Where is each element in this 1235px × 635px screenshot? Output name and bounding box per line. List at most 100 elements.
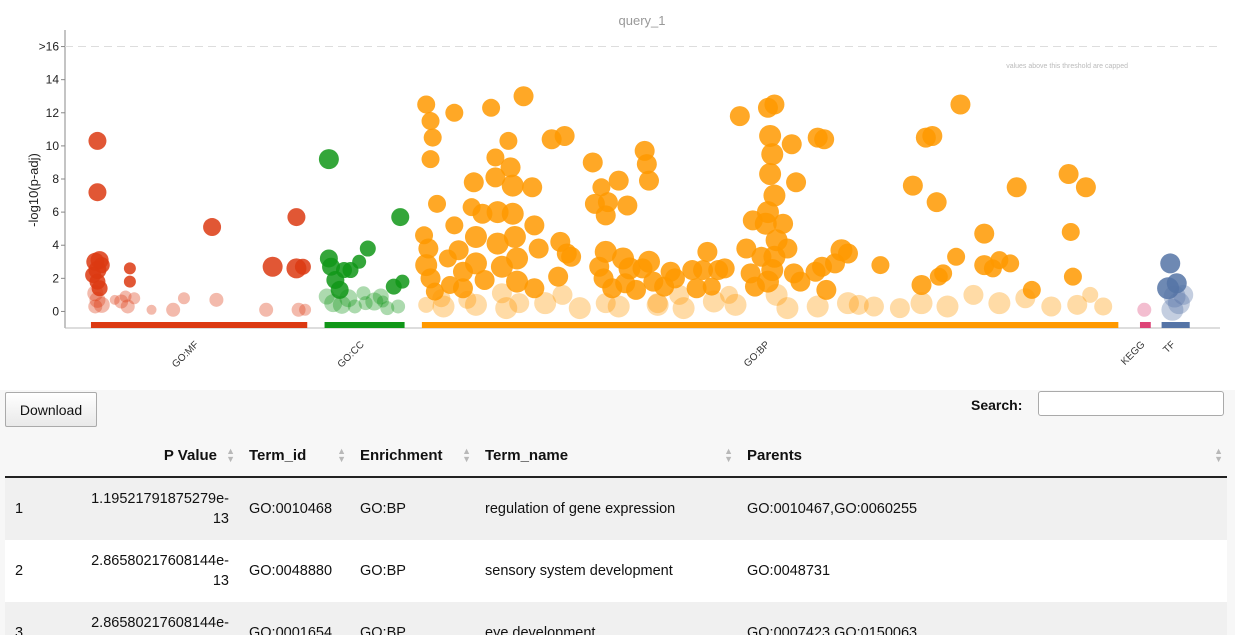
search-input[interactable] [1038,391,1224,416]
data-point [87,285,104,302]
data-point [89,291,106,308]
data-point [88,183,107,202]
data-point [936,295,959,318]
y-tick-label: 10 [46,139,60,153]
data-point [759,163,782,186]
data-point [421,112,440,131]
data-point [988,292,1011,315]
data-point [568,297,591,320]
y-tick-label: 2 [52,271,59,285]
data-point [686,278,707,299]
table-row[interactable]: 1 1.19521791875279e- 13 GO:0010468 GO:BP … [5,477,1227,540]
header-term-name[interactable]: Term_name ▲ ▼ [475,434,737,478]
header-term-id[interactable]: Term_id ▲ ▼ [239,434,350,478]
data-point [926,192,947,213]
download-button[interactable]: Download [5,392,97,427]
data-point [1067,294,1088,315]
data-point [950,94,971,115]
cell-enrichment: GO:BP [350,602,475,635]
data-point [499,131,518,150]
data-point [166,302,181,317]
data-point [669,284,690,305]
data-point [554,125,575,146]
data-point [445,216,464,235]
sort-icon: ▲ ▼ [724,446,733,464]
data-point [421,150,440,169]
pvalue-part: 1.19521791875279e- [91,491,229,507]
header-enrichment[interactable]: Enrichment ▲ ▼ [350,434,475,478]
results-table-container: P Value ▲ ▼ Term_id ▲ ▼ Enrichment ▲ ▼ Term_na… [5,434,1227,635]
data-point [522,177,543,198]
data-point [463,172,484,193]
source-band [1139,322,1151,328]
data-point [814,129,835,150]
data-point [524,215,545,236]
data-point [123,262,136,275]
header-parents[interactable]: Parents ▲ ▼ [737,434,1227,478]
source-band [90,322,308,328]
data-point [119,290,132,303]
y-tick-label: 6 [52,205,59,219]
cell-parents: GO:0007423,GO:0150063 [737,602,1227,635]
data-point [299,303,312,316]
data-point [672,297,695,320]
cell-term-name: sensory system development [475,540,737,602]
data-point [1160,253,1181,274]
cell-pvalue: 1.19521791875279e- 13 [50,477,239,540]
source-band [1161,322,1190,328]
data-point [646,293,669,316]
x-tick-label: GO:MF [170,339,201,370]
data-point [524,278,545,299]
data-point [607,295,630,318]
data-point [911,274,932,295]
data-point [203,218,222,237]
data-point [425,282,444,301]
data-point [729,106,750,127]
data-point [506,247,529,270]
cell-term-name: eye development [475,602,737,635]
table-row[interactable]: 3 2.86580217608144e-13 GO:0001654 GO:BP … [5,602,1227,635]
data-point [636,154,657,175]
table-toolbar: Download Search: [0,390,1235,434]
data-point [445,103,464,122]
header-enrichment-label: Enrichment [360,446,443,464]
data-point [330,280,349,299]
y-tick-label: 14 [46,73,60,87]
data-point [500,157,521,178]
data-point [773,213,794,234]
data-point [1167,292,1190,315]
table-row[interactable]: 2 2.86580217608144e- 13 GO:0048880 GO:BP … [5,540,1227,602]
data-point [1137,302,1152,317]
cell-term-id: GO:0048880 [239,540,350,602]
data-point [1063,267,1082,286]
cell-index: 3 [5,602,50,635]
data-point [417,95,436,114]
data-point [365,292,384,311]
data-point [963,284,984,305]
header-term-id-label: Term_id [249,446,307,464]
data-point [534,292,557,315]
data-point [1166,273,1187,294]
data-point [871,256,890,275]
pvalue-part: 13 [212,573,229,589]
data-point [922,125,943,146]
data-point [123,275,136,288]
header-pvalue[interactable]: P Value ▲ ▼ [50,434,239,478]
data-point [863,296,884,317]
data-point [93,296,110,313]
pvalue-part: 2.86580217608144e- [91,615,229,631]
data-point [356,286,371,301]
data-point [128,292,141,305]
y-tick-label: >16 [39,40,60,54]
data-point [702,277,721,296]
data-point [88,299,103,314]
data-point [816,279,837,300]
data-point [177,292,190,305]
data-point [347,299,362,314]
sort-icon: ▲ ▼ [462,446,471,464]
source-bands [90,322,1190,328]
data-point [372,288,389,305]
data-point [509,293,530,314]
x-axis: GO:MF GO:CC GO:BP KEGG TF [170,339,1178,370]
sort-icon: ▲ ▼ [1214,446,1223,464]
